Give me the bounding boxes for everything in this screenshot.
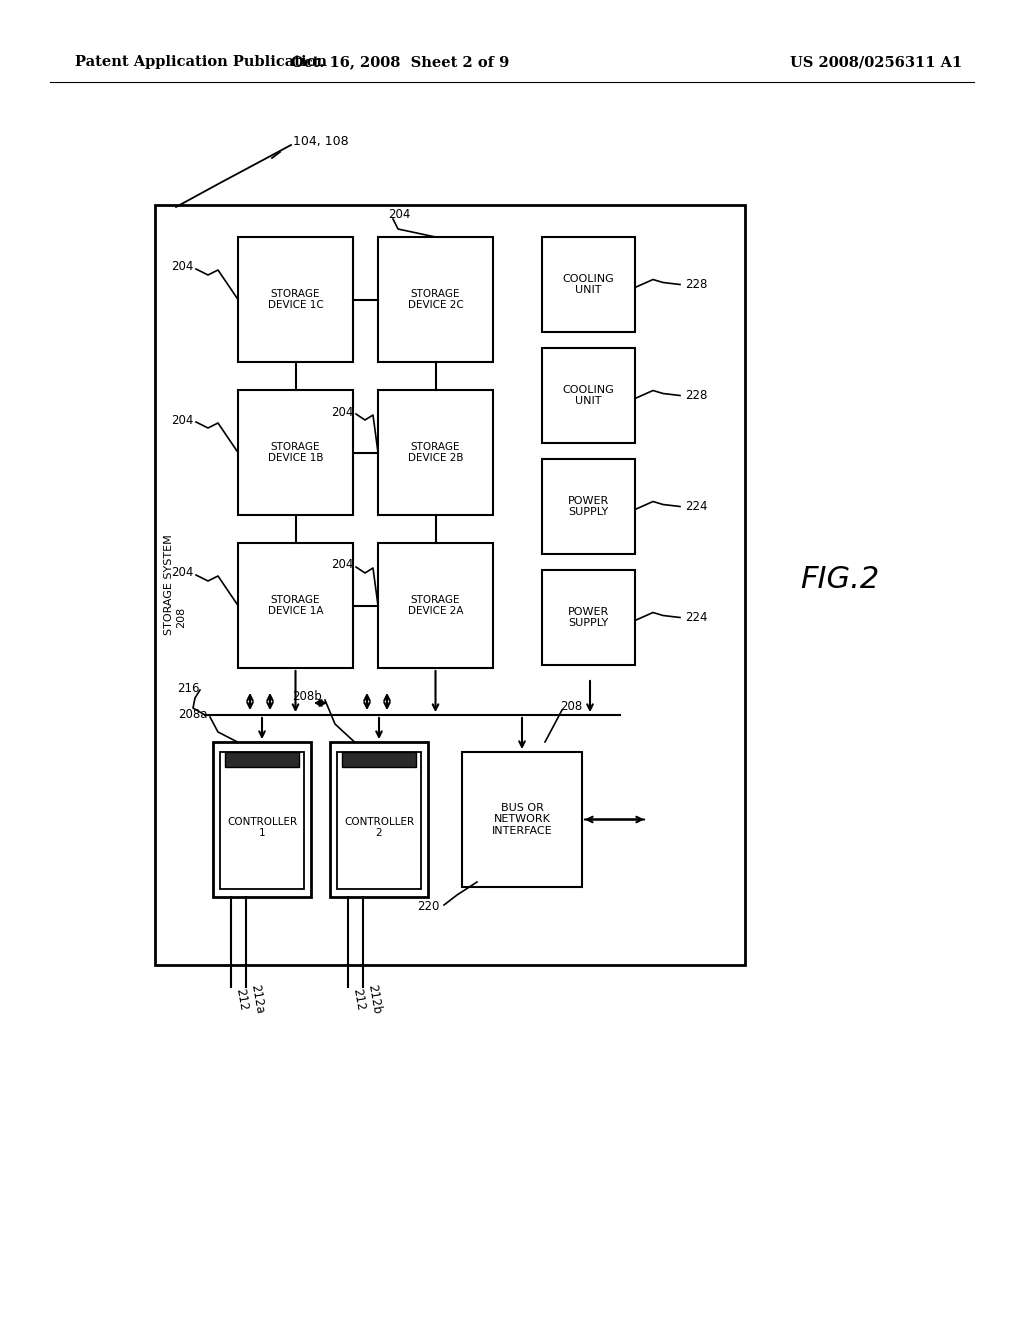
Text: STORAGE
DEVICE 1A: STORAGE DEVICE 1A: [267, 595, 324, 616]
Bar: [225, 752, 299, 767]
Text: 224: 224: [685, 500, 708, 513]
Bar: [378, 543, 493, 668]
Text: STORAGE
DEVICE 2B: STORAGE DEVICE 2B: [408, 442, 463, 463]
Bar: [213, 742, 311, 898]
Text: 204: 204: [171, 413, 193, 426]
Text: US 2008/0256311 A1: US 2008/0256311 A1: [790, 55, 963, 69]
Text: 224: 224: [685, 611, 708, 624]
Bar: [542, 238, 635, 333]
Text: 212a: 212a: [248, 983, 266, 1015]
Bar: [220, 752, 304, 888]
Text: STORAGE
DEVICE 2C: STORAGE DEVICE 2C: [408, 289, 464, 310]
Text: POWER
SUPPLY: POWER SUPPLY: [568, 607, 609, 628]
Bar: [542, 570, 635, 665]
Text: STORAGE SYSTEM: STORAGE SYSTEM: [164, 535, 174, 635]
Text: 204: 204: [331, 405, 353, 418]
Text: CONTROLLER
1: CONTROLLER 1: [227, 817, 297, 838]
Text: STORAGE
DEVICE 1B: STORAGE DEVICE 1B: [267, 442, 324, 463]
Bar: [542, 459, 635, 554]
Text: 204: 204: [171, 260, 193, 273]
Text: 212: 212: [350, 987, 367, 1011]
Text: COOLING
UNIT: COOLING UNIT: [562, 273, 614, 296]
Text: 204: 204: [171, 566, 193, 579]
Text: 216: 216: [177, 681, 200, 694]
Text: STORAGE
DEVICE 1C: STORAGE DEVICE 1C: [267, 289, 324, 310]
Text: POWER
SUPPLY: POWER SUPPLY: [568, 496, 609, 517]
Text: 208a: 208a: [178, 708, 208, 721]
Bar: [330, 742, 428, 898]
Text: 220: 220: [418, 900, 440, 913]
Text: CONTROLLER
2: CONTROLLER 2: [344, 817, 414, 838]
Bar: [155, 205, 745, 965]
Text: 228: 228: [685, 279, 708, 290]
Text: 208: 208: [560, 701, 583, 714]
Text: STORAGE
DEVICE 2A: STORAGE DEVICE 2A: [408, 595, 463, 616]
Bar: [378, 238, 493, 362]
Text: FIG.2: FIG.2: [801, 565, 880, 594]
Text: 208: 208: [176, 606, 186, 627]
Text: 104, 108: 104, 108: [293, 136, 348, 149]
Bar: [238, 543, 353, 668]
Text: Patent Application Publication: Patent Application Publication: [75, 55, 327, 69]
Bar: [238, 238, 353, 362]
Bar: [342, 752, 416, 767]
Text: 228: 228: [685, 389, 708, 403]
Text: COOLING
UNIT: COOLING UNIT: [562, 384, 614, 407]
Bar: [378, 389, 493, 515]
Bar: [238, 389, 353, 515]
Text: 208b: 208b: [292, 690, 322, 704]
Text: 212b: 212b: [365, 983, 383, 1015]
Text: 204: 204: [331, 558, 353, 572]
Text: Oct. 16, 2008  Sheet 2 of 9: Oct. 16, 2008 Sheet 2 of 9: [291, 55, 509, 69]
Text: BUS OR
NETWORK
INTERFACE: BUS OR NETWORK INTERFACE: [492, 803, 552, 836]
Bar: [462, 752, 582, 887]
Bar: [542, 348, 635, 444]
Text: 212: 212: [233, 987, 250, 1011]
Bar: [337, 752, 421, 888]
Text: 204: 204: [388, 209, 411, 222]
